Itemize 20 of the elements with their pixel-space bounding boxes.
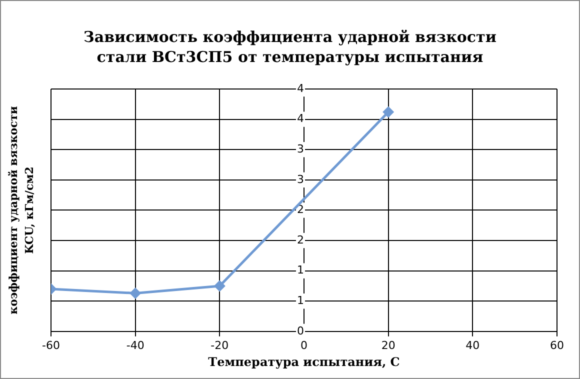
point [214,280,225,292]
x-tick-label: -20 [210,338,229,352]
y-tick-label: 3 [297,142,304,156]
y-tick-label: 3 [297,172,304,186]
point [130,288,141,298]
x-tick-label: 60 [550,338,564,352]
y-axis-title: коэффициент ударной вязкости KCU, кГм/см2 [7,106,36,314]
x-axis-title: Температура испытания, С [208,354,400,369]
y-tick-label: 4 [297,82,304,95]
x-tick-label: 40 [466,338,480,352]
x-tick-label: 20 [381,338,396,352]
x-tick-label: -40 [126,338,144,352]
y-tick-label: 2 [297,233,304,246]
y-tick-label: 1 [297,264,304,277]
y-tick-label: 0 [297,324,304,338]
chart-title: Зависимость коэффициента ударной вязкости стали ВСт3СП5 от температуры испытания [82,27,498,67]
y-tick-label: 1 [297,294,304,307]
y-tick-label: 4 [297,112,304,126]
point [383,106,394,118]
x-tick-label: -60 [42,338,60,352]
